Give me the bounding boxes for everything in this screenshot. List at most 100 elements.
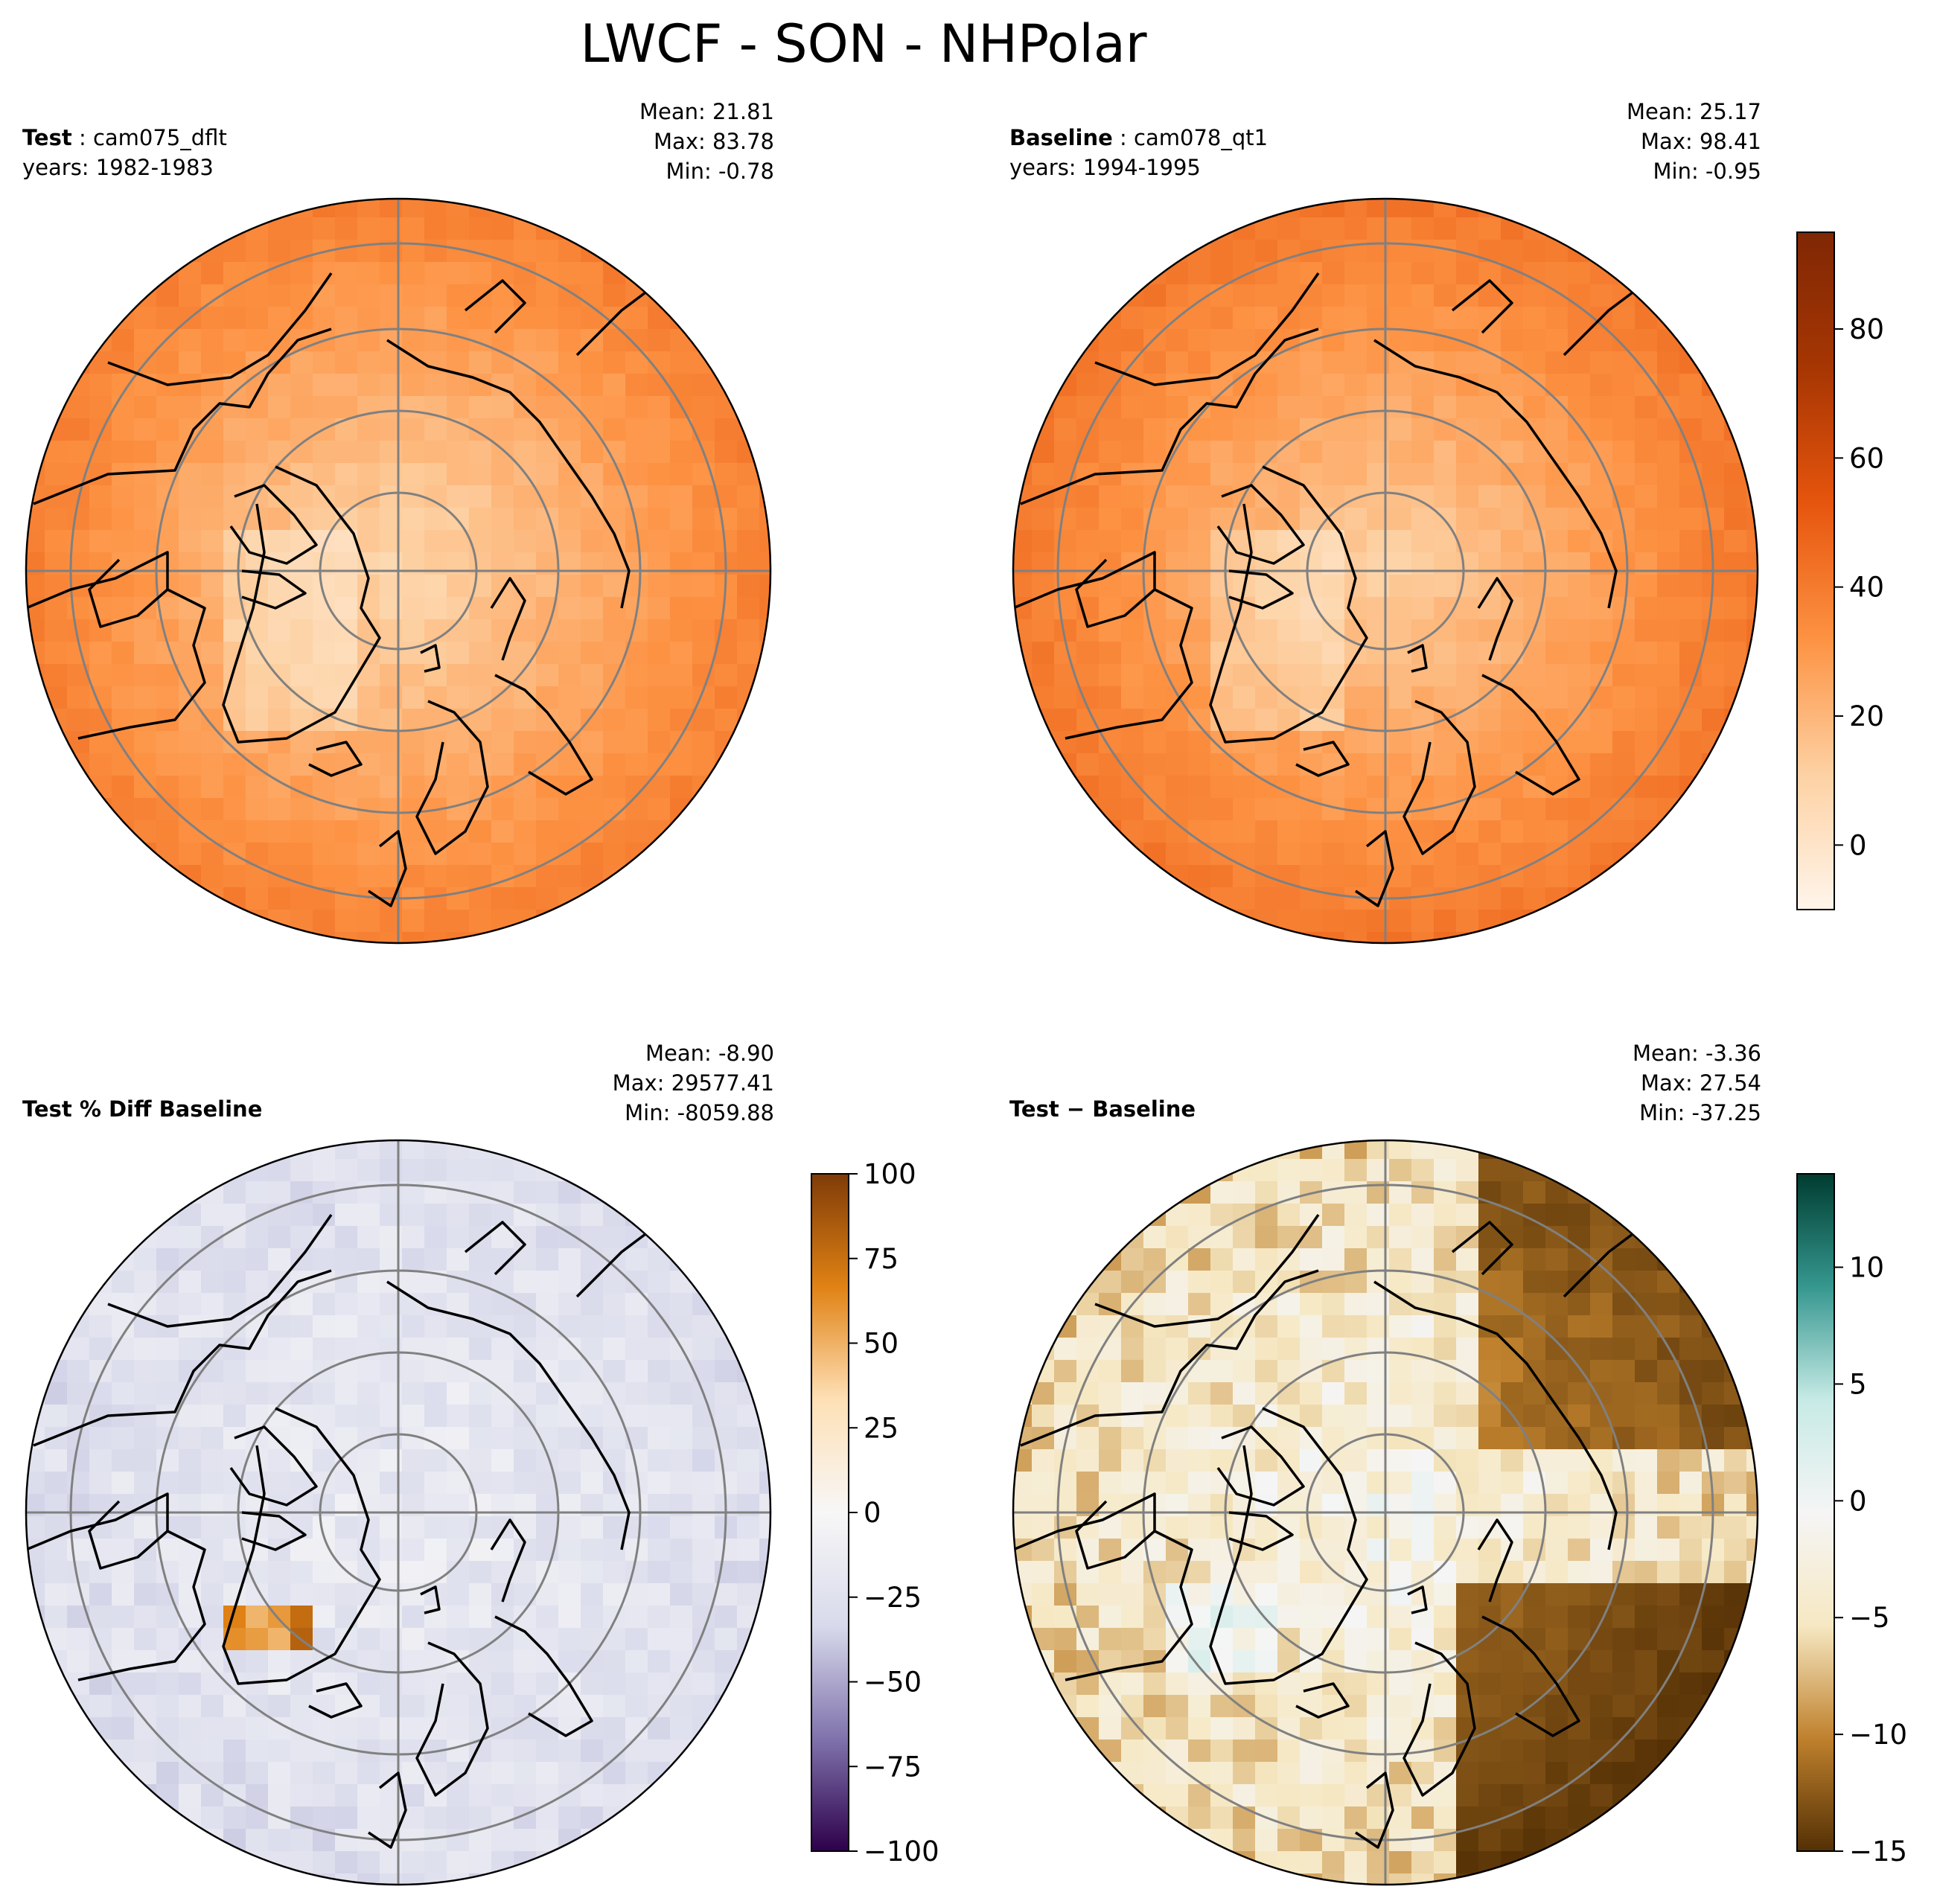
map-grid-cell <box>1478 910 1502 933</box>
map-grid-cell <box>1344 843 1368 866</box>
map-grid-cell <box>759 1449 770 1472</box>
map-grid-cell <box>45 664 68 687</box>
map-grid-cell <box>447 1561 470 1584</box>
map-grid-cell <box>1389 1159 1412 1182</box>
map-grid-cell <box>1501 820 1524 843</box>
map-grid-cell <box>1411 887 1435 910</box>
map-grid-cell <box>1478 1360 1502 1383</box>
map-grid-cell <box>603 1181 626 1204</box>
map-grid-cell <box>1300 1851 1323 1874</box>
diff-stats: Mean: -3.36 Max: 27.54 Min: -37.25 <box>1633 1038 1761 1128</box>
map-grid-cell <box>1456 1248 1479 1271</box>
coastline <box>368 830 407 907</box>
map-grid-cell <box>1612 1650 1636 1673</box>
map-grid-cell <box>1344 1226 1368 1249</box>
map-grid-cell <box>1635 1784 1658 1807</box>
map-grid-cell <box>1344 217 1368 240</box>
map-grid-cell <box>447 1873 470 1885</box>
map-grid-cell <box>179 1695 202 1718</box>
map-grid-cell <box>1679 508 1703 531</box>
map-grid-cell <box>1188 485 1211 508</box>
map-grid-cell <box>1679 1315 1703 1338</box>
map-grid-cell <box>648 664 671 687</box>
map-grid-cell <box>1478 530 1502 553</box>
map-grid-cell <box>1501 1740 1524 1763</box>
map-grid-cell <box>1344 307 1368 330</box>
map-grid-cell <box>1389 1360 1412 1383</box>
map-grid-cell <box>469 1382 492 1405</box>
map-grid-cell <box>648 731 671 754</box>
map-grid-cell <box>1255 753 1278 776</box>
test-title-bold: Test <box>22 125 72 150</box>
map-grid-cell <box>89 530 112 553</box>
map-grid-cell <box>1478 932 1502 943</box>
map-grid-cell <box>603 575 626 598</box>
map-grid-cell <box>246 910 269 933</box>
map-grid-cell <box>1277 1762 1301 1785</box>
map-grid-cell <box>26 508 45 531</box>
map-grid-cell <box>1612 575 1636 598</box>
map-grid-cell <box>112 1762 135 1785</box>
map-grid-cell <box>1121 820 1144 843</box>
map-grid-cell <box>648 508 671 531</box>
map-grid-cell <box>469 262 492 285</box>
map-grid-cell <box>1322 776 1345 799</box>
map-grid-cell <box>603 1628 626 1651</box>
map-grid-cell <box>112 329 135 352</box>
map-grid-cell <box>447 686 470 709</box>
map-grid-cell <box>357 441 380 464</box>
map-grid-cell <box>514 240 537 263</box>
map-grid-cell <box>179 1315 202 1338</box>
map-grid-cell <box>1657 1472 1680 1495</box>
map-grid-cell <box>1545 887 1569 910</box>
map-grid-cell <box>1434 1561 1457 1584</box>
coastline <box>1477 577 1513 661</box>
map-grid-cell <box>1545 485 1569 508</box>
map-grid-cell <box>1411 1472 1435 1495</box>
map-grid-cell <box>335 1427 358 1450</box>
map-grid-cell <box>156 798 179 821</box>
map-grid-cell <box>1188 753 1211 776</box>
map-grid-cell <box>1188 217 1211 240</box>
map-grid-cell <box>246 1248 269 1271</box>
map-grid-cell <box>558 1449 581 1472</box>
map-grid-cell <box>469 1204 492 1227</box>
coastline <box>490 1518 526 1603</box>
map-grid-cell <box>1523 1271 1546 1294</box>
map-grid-cell <box>491 530 514 553</box>
map-grid-cell <box>424 1140 447 1160</box>
map-grid-cell <box>1523 1248 1546 1271</box>
map-grid-cell <box>1523 1405 1546 1428</box>
map-grid-cell <box>1702 731 1725 754</box>
map-grid-cell <box>1478 396 1502 419</box>
map-grid-cell <box>447 1159 470 1182</box>
map-grid-cell <box>447 1204 470 1227</box>
map-grid-cell <box>1590 396 1613 419</box>
map-grid-cell <box>536 1338 559 1361</box>
map-grid-cell <box>335 1784 358 1807</box>
map-grid-cell <box>1523 910 1546 933</box>
map-grid-cell <box>1322 485 1345 508</box>
map-grid-cell <box>1590 1181 1613 1204</box>
map-grid-cell <box>268 619 291 642</box>
map-grid-cell <box>1411 240 1435 263</box>
map-grid-cell <box>313 776 336 799</box>
map-grid-cell <box>1121 441 1144 464</box>
map-grid-cell <box>692 418 715 441</box>
map-grid-cell <box>1590 418 1613 441</box>
map-grid-cell <box>89 1583 112 1606</box>
map-grid-cell <box>1054 597 1077 620</box>
map-grid-cell <box>1478 1472 1502 1495</box>
map-grid-cell <box>692 508 715 531</box>
map-grid-cell <box>1501 1516 1524 1539</box>
baseline-min: Min: -0.95 <box>1653 159 1761 184</box>
map-grid-cell <box>179 1405 202 1428</box>
map-grid-cell <box>335 910 358 933</box>
map-grid-cell <box>1300 1806 1323 1830</box>
map-grid-cell <box>670 463 693 486</box>
map-grid-cell <box>268 1315 291 1338</box>
map-grid-cell <box>313 619 336 642</box>
map-grid-cell <box>1389 1248 1412 1271</box>
map-grid-cell <box>1411 1226 1435 1249</box>
map-grid-cell <box>1277 1873 1301 1885</box>
